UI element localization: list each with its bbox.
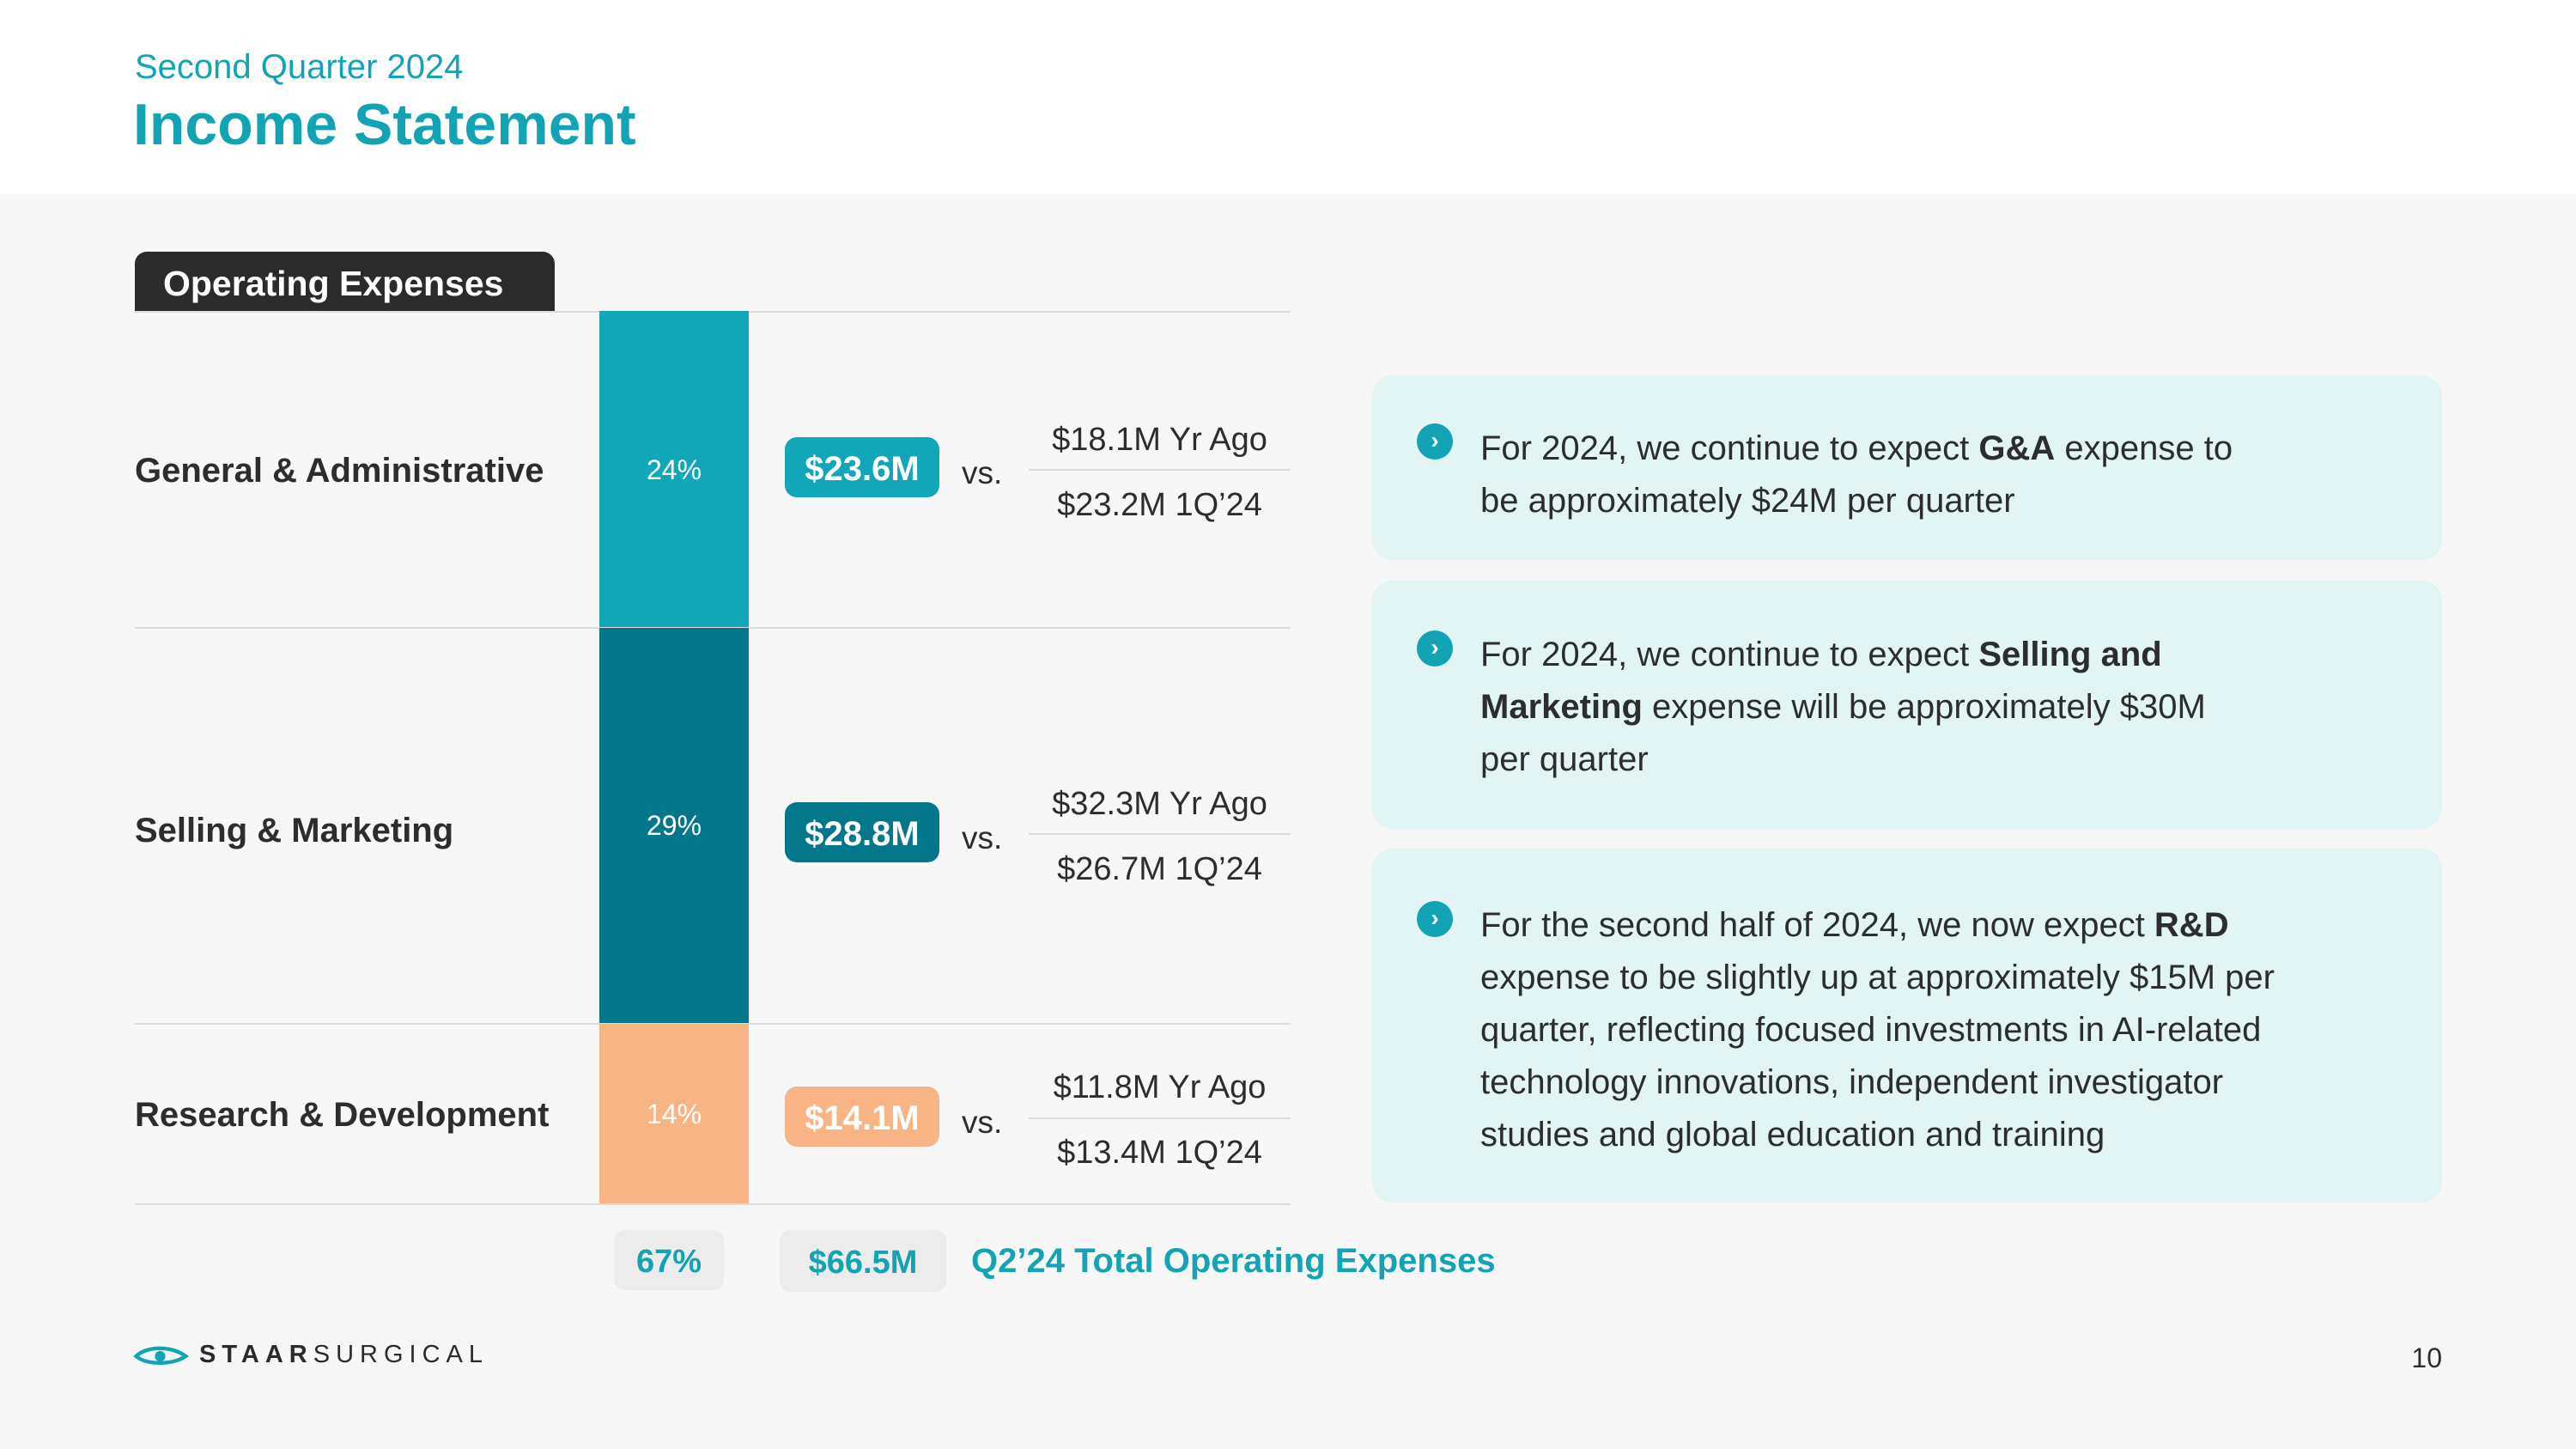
chevron-right-icon: › bbox=[1417, 901, 1453, 937]
amount-pill-rd: $14.1M bbox=[785, 1087, 939, 1147]
outlook-card-rd bbox=[1372, 849, 2442, 1202]
chevron-right-icon: › bbox=[1417, 630, 1453, 667]
bar-rd bbox=[599, 1024, 749, 1203]
yr-ago-rd: $11.8M Yr Ago bbox=[1053, 1069, 1267, 1105]
row-label-rd: Research & Development bbox=[135, 1096, 550, 1134]
bar-sm bbox=[599, 628, 749, 1023]
comparison-divider bbox=[1029, 469, 1291, 471]
yr-ago-ga: $18.1M Yr Ago bbox=[1052, 422, 1267, 458]
row-label-sm: Selling & Marketing bbox=[135, 812, 454, 849]
total-pct: 67% bbox=[614, 1230, 724, 1290]
table-rule bbox=[135, 1203, 1291, 1205]
outlook-text-sm: For 2024, we continue to expect Selling … bbox=[1480, 636, 2206, 778]
eye-logo-icon bbox=[133, 1346, 189, 1365]
outlook-card-sm bbox=[1372, 581, 2442, 829]
row-label-ga: General & Administrative bbox=[135, 452, 544, 490]
outlook-text-rd: For the second half of 2024, we now expe… bbox=[1480, 906, 2275, 1154]
prior-q-ga: $23.2M 1Q’24 bbox=[1057, 487, 1262, 523]
comparison-divider bbox=[1029, 1117, 1291, 1119]
comparison-divider bbox=[1029, 833, 1291, 835]
chevron-right-icon: › bbox=[1417, 423, 1453, 460]
vs-label: vs. bbox=[962, 820, 1003, 855]
bar-ga bbox=[599, 311, 749, 627]
prior-q-rd: $13.4M 1Q’24 bbox=[1057, 1135, 1262, 1171]
outlook-card-ga bbox=[1372, 375, 2442, 560]
vs-label: vs. bbox=[962, 455, 1003, 490]
bar-pct-ga: 24% bbox=[646, 454, 702, 485]
bar-pct-rd: 14% bbox=[646, 1099, 702, 1129]
bar-pct-sm: 29% bbox=[646, 810, 702, 841]
operating-expenses-tab: Operating Expenses bbox=[135, 252, 555, 312]
outlook-text-ga: For 2024, we continue to expect G&A expe… bbox=[1480, 429, 2233, 520]
company-logo-text: STAARSURGICAL bbox=[199, 1341, 489, 1368]
slide-title: Income Statement bbox=[133, 92, 636, 157]
page-number: 10 bbox=[2411, 1342, 2442, 1373]
amount-pill-sm: $28.8M bbox=[785, 802, 939, 862]
slide-subtitle: Second Quarter 2024 bbox=[135, 48, 464, 86]
header: Second Quarter 2024 Income Statement bbox=[0, 0, 2576, 194]
yr-ago-sm: $32.3M Yr Ago bbox=[1052, 786, 1267, 822]
vs-label: vs. bbox=[962, 1105, 1003, 1140]
total-label: Q2’24 Total Operating Expenses bbox=[971, 1242, 1496, 1280]
amount-pill-ga: $23.6M bbox=[785, 437, 939, 497]
total-amount: $66.5M bbox=[780, 1230, 946, 1292]
prior-q-sm: $26.7M 1Q’24 bbox=[1057, 851, 1262, 887]
